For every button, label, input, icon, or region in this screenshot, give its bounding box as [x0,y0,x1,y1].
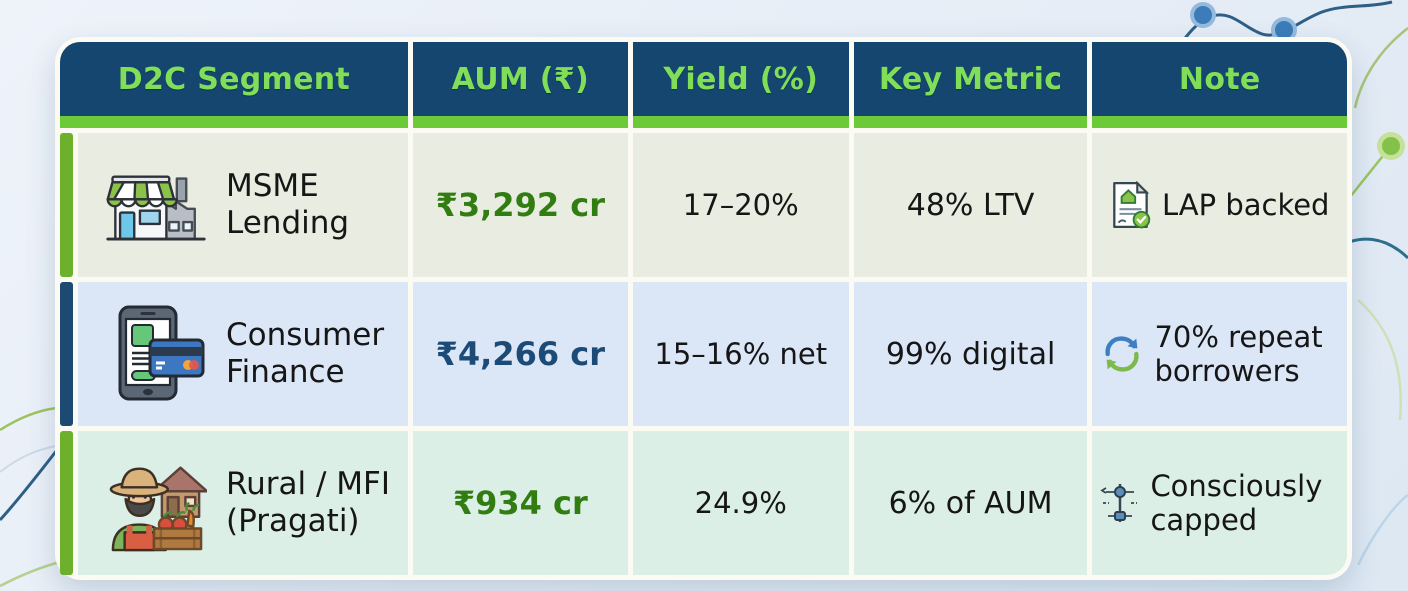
segment-label: MSME Lending [226,167,350,241]
smartphone-credit-card-icon [102,304,210,404]
segment-cell: Consumer Finance [78,282,408,426]
column-header-d2c-segment: D2C Segment [60,42,408,128]
column-header-note: Note [1092,42,1347,128]
column-header-label: D2C Segment [117,61,351,97]
yield-value: 17–20% [632,133,849,277]
aum-value: ₹3,292 cr [412,133,628,277]
key-metric-value: 6% of AUM [853,431,1088,575]
yield-value: 24.9% [632,431,849,575]
note-cell: Consciously capped [1092,431,1347,575]
segments-table-card: D2C Segment AUM (₹) Yield (%) Key Metric… [55,37,1352,580]
segment-cell: MSME Lending [78,133,408,277]
note-text: Consciously capped [1150,468,1323,537]
column-header-yield: Yield (%) [632,42,849,128]
column-header-label: Yield (%) [663,61,819,97]
column-header-label: Note [1178,61,1261,97]
cap-slider-icon [1100,480,1140,526]
column-header-label: AUM (₹) [451,61,589,97]
note-text: 70% repeat borrowers [1154,319,1323,388]
row-accent-bar [60,431,73,575]
row-accent-bar [60,133,73,277]
note-cell: 70% repeat borrowers [1092,282,1347,426]
aum-value: ₹934 cr [412,431,628,575]
repeat-cycle-arrows-icon [1100,332,1144,376]
note-text: LAP backed [1161,187,1330,222]
key-metric-value: 48% LTV [853,133,1088,277]
note-cell: LAP backed [1092,133,1347,277]
segments-table: D2C Segment AUM (₹) Yield (%) Key Metric… [60,42,1347,575]
segment-label: Consumer Finance [226,316,385,390]
column-header-key-metric: Key Metric [853,42,1088,128]
farmer-produce-house-icon [102,454,210,552]
segment-label: Rural / MFI (Pragati) [226,465,391,539]
row-accent-bar [60,282,73,426]
key-metric-value: 99% digital [853,282,1088,426]
column-header-label: Key Metric [878,61,1063,97]
document-home-check-icon [1110,181,1152,229]
column-header-aum: AUM (₹) [412,42,628,128]
segment-cell: Rural / MFI (Pragati) [78,431,408,575]
storefront-factory-icon [102,159,210,251]
yield-value: 15–16% net [632,282,849,426]
aum-value: ₹4,266 cr [412,282,628,426]
